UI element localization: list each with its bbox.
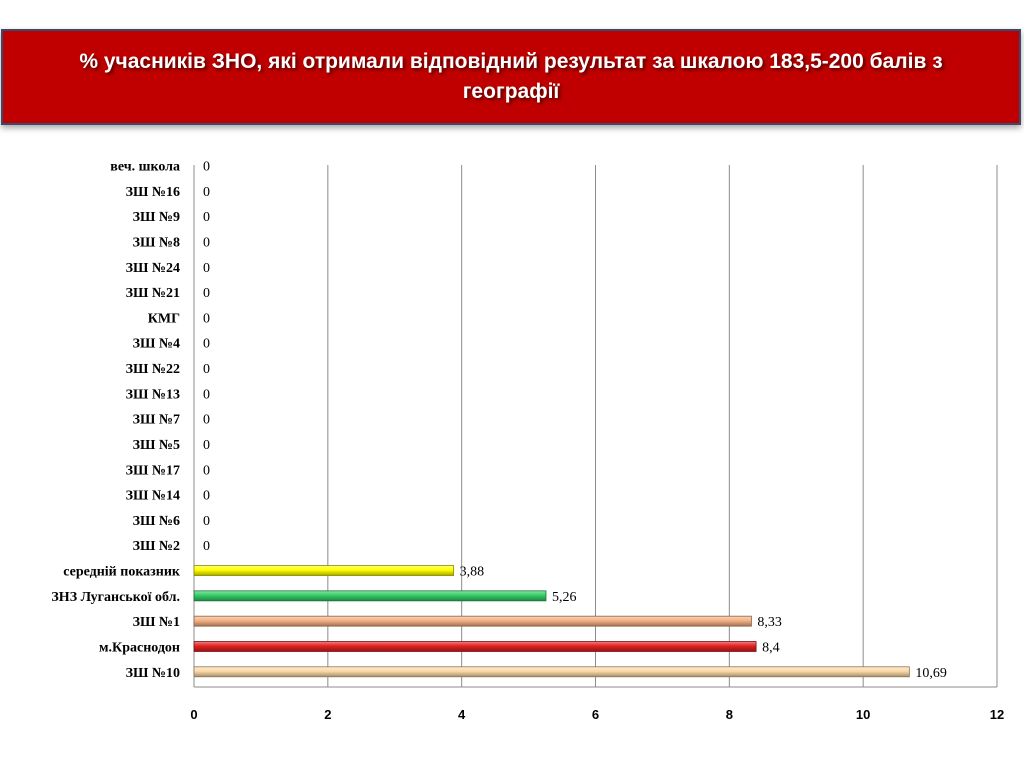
data-label: 0 [203, 311, 210, 326]
category-label: ЗШ №4 [133, 337, 180, 352]
category-label: ЗШ №7 [133, 413, 180, 428]
category-label: ЗШ №17 [126, 463, 180, 478]
category-label: ЗШ №5 [133, 438, 180, 453]
data-label: 8,4 [762, 640, 780, 655]
bar [193, 641, 757, 652]
title-banner: % учасників ЗНО, які отримали відповідни… [1, 29, 1021, 125]
data-label: 0 [203, 210, 210, 225]
x-tick-label: 6 [592, 707, 599, 722]
data-label: 0 [203, 235, 210, 250]
bar [193, 615, 752, 627]
category-label: ЗШ №14 [126, 489, 180, 504]
category-label: ЗШ №1 [133, 615, 180, 630]
data-label: 0 [203, 337, 210, 352]
category-label: ЗШ №13 [126, 387, 180, 402]
data-label: 0 [203, 489, 210, 504]
data-label: 8,33 [757, 615, 782, 630]
category-label: ЗНЗ Луганської обл. [51, 590, 180, 605]
category-label: ЗШ №16 [126, 185, 180, 200]
bar [193, 590, 547, 602]
data-label: 0 [203, 413, 210, 428]
data-label: 0 [203, 463, 210, 478]
bar [193, 666, 910, 678]
x-tick-label: 2 [324, 707, 331, 722]
data-label: 0 [203, 539, 210, 554]
data-label: 0 [203, 514, 210, 529]
data-label: 5,26 [552, 590, 577, 605]
category-label: ЗШ №2 [133, 539, 180, 554]
category-label: ЗШ №22 [126, 362, 180, 377]
category-label: ЗШ №10 [126, 666, 180, 681]
data-label: 0 [203, 160, 210, 175]
category-label: ЗШ №21 [126, 286, 180, 301]
data-label: 10,69 [915, 666, 947, 681]
category-label: ЗШ №9 [133, 210, 180, 225]
chart-title: % учасників ЗНО, які отримали відповідни… [79, 50, 943, 103]
data-label: 0 [203, 261, 210, 276]
x-tick-label: 8 [726, 707, 733, 722]
data-label: 0 [203, 387, 210, 402]
x-tick-label: 10 [856, 707, 870, 722]
category-label: ЗШ №6 [133, 514, 180, 529]
x-tick-label: 4 [458, 707, 466, 722]
data-label: 0 [203, 185, 210, 200]
category-label: КМГ [148, 311, 180, 326]
category-label: веч. школа [110, 160, 180, 175]
x-tick-label: 0 [190, 707, 197, 722]
x-tick-label: 12 [990, 707, 1004, 722]
data-label: 0 [203, 286, 210, 301]
data-label: 0 [203, 438, 210, 453]
data-label: 3,88 [460, 565, 485, 580]
bar [193, 565, 455, 576]
category-label: ЗШ №24 [126, 261, 180, 276]
category-label: середній показник [63, 565, 181, 580]
data-label: 0 [203, 362, 210, 377]
category-label: м.Краснодон [99, 640, 180, 655]
category-label: ЗШ №8 [133, 235, 180, 250]
